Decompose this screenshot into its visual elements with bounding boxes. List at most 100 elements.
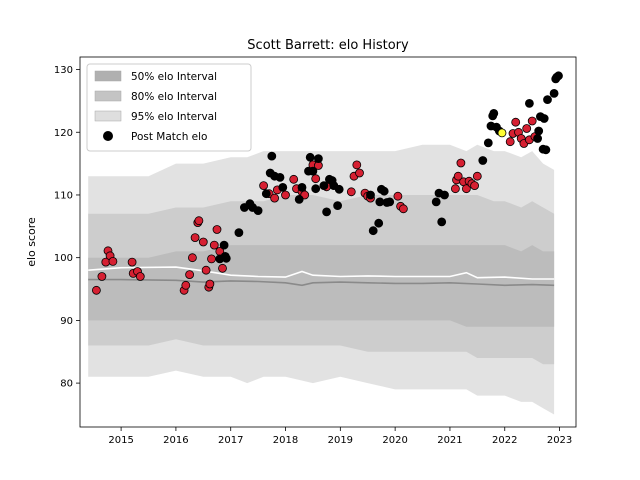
post-match-point: [470, 181, 480, 191]
post-match-point: [489, 109, 499, 118]
post-match-point: [253, 206, 263, 216]
post-match-point: [440, 190, 449, 200]
post-match-point: [127, 257, 137, 267]
post-match-point: [201, 265, 211, 275]
post-match-point: [270, 193, 280, 203]
post-match-point: [219, 240, 229, 250]
y-tick-label: 100: [54, 253, 73, 264]
post-match-point: [259, 181, 269, 191]
post-match-point: [212, 225, 222, 234]
x-tick-label: 2017: [218, 435, 243, 446]
post-match-point: [511, 117, 521, 127]
median-line: [88, 278, 555, 287]
plot-frame: [79, 56, 577, 428]
post-match-point: [289, 174, 299, 184]
post-match-point: [554, 71, 563, 81]
post-match-point: [478, 156, 488, 165]
post-match-point: [549, 89, 559, 98]
x-tick-label: 2022: [492, 435, 517, 446]
post-match-point: [92, 285, 101, 295]
post-match-point: [311, 174, 321, 184]
plot-area: [88, 71, 563, 415]
y-tick-label: 120: [54, 128, 73, 139]
data-points: [92, 71, 563, 295]
post-match-point: [261, 189, 271, 199]
post-match-point: [319, 181, 329, 191]
post-match-point: [534, 126, 544, 136]
post-match-point: [187, 253, 197, 263]
post-match-point: [275, 172, 285, 182]
legend-box: [86, 63, 252, 152]
legend-swatch: [94, 110, 122, 122]
post-match-point: [346, 187, 356, 197]
legend-label: 95% elo Interval: [131, 111, 217, 123]
post-match-point: [305, 152, 315, 162]
post-match-point: [205, 279, 215, 289]
post-match-point: [539, 114, 549, 123]
x-tick-label: 2023: [547, 435, 572, 446]
legend-marker: [103, 131, 113, 141]
y-tick-label: 90: [60, 316, 73, 327]
post-match-point: [181, 280, 191, 290]
post-match-point: [294, 194, 304, 204]
post-match-point: [497, 128, 507, 138]
post-match-point: [267, 151, 277, 161]
post-match-point: [541, 145, 551, 155]
post-match-point: [505, 137, 515, 147]
legend-swatch: [94, 70, 122, 82]
post-match-point: [379, 186, 389, 196]
post-match-point: [398, 204, 408, 214]
post-match-point: [385, 197, 395, 207]
post-match-point: [194, 216, 204, 226]
post-match-point: [185, 270, 195, 280]
post-match-point: [190, 233, 200, 243]
x-tick-label: 2016: [163, 435, 188, 446]
post-match-point: [311, 184, 321, 194]
chart-title: Scott Barrett: elo History: [247, 38, 409, 53]
x-tick-label: 2018: [273, 435, 298, 446]
x-tick-label: 2021: [437, 435, 462, 446]
post-match-point: [209, 240, 219, 250]
post-match-point: [533, 134, 542, 143]
post-match-point: [278, 182, 288, 192]
post-match-point: [218, 263, 227, 273]
post-match-point: [322, 207, 332, 217]
band-50-area: [88, 245, 555, 327]
post-match-point: [221, 253, 231, 263]
y-axis-title: elo score: [25, 217, 38, 267]
post-match-point: [355, 168, 364, 178]
x-tick-label: 2015: [108, 435, 133, 446]
x-tick-label: 2019: [328, 435, 353, 446]
legend-swatch: [94, 90, 122, 102]
post-match-point: [97, 272, 107, 281]
post-match-point: [393, 191, 403, 201]
interval-bands: [88, 144, 555, 415]
post-match-point: [368, 226, 378, 236]
post-match-point: [334, 184, 344, 194]
post-match-point: [308, 166, 318, 176]
post-match-point: [450, 184, 460, 194]
x-axis: 2015 2016 2017 2018 2019 2020 2021 2022 2023: [108, 427, 572, 446]
post-match-point: [431, 197, 441, 207]
post-match-point: [527, 116, 537, 126]
legend-label: Post Match elo: [131, 131, 207, 143]
y-tick-label: 80: [60, 379, 73, 390]
post-match-point: [461, 184, 471, 194]
post-match-point: [135, 272, 145, 281]
post-match-point: [522, 124, 532, 133]
post-match-point: [543, 95, 552, 104]
post-match-point: [456, 158, 466, 168]
post-match-point: [108, 256, 118, 266]
y-tick-label: 130: [54, 65, 73, 76]
post-match-point: [207, 254, 216, 264]
post-match-point: [453, 171, 463, 181]
post-match-point: [437, 217, 447, 227]
post-match-point: [374, 218, 384, 228]
y-axis: 80 90 100 110 120 130: [54, 65, 80, 390]
post-match-point: [483, 138, 493, 148]
post-match-point: [281, 190, 290, 200]
post-match-point: [352, 160, 362, 170]
x-tick-label: 2020: [382, 435, 407, 446]
legend-label: 80% elo Interval: [131, 91, 217, 103]
